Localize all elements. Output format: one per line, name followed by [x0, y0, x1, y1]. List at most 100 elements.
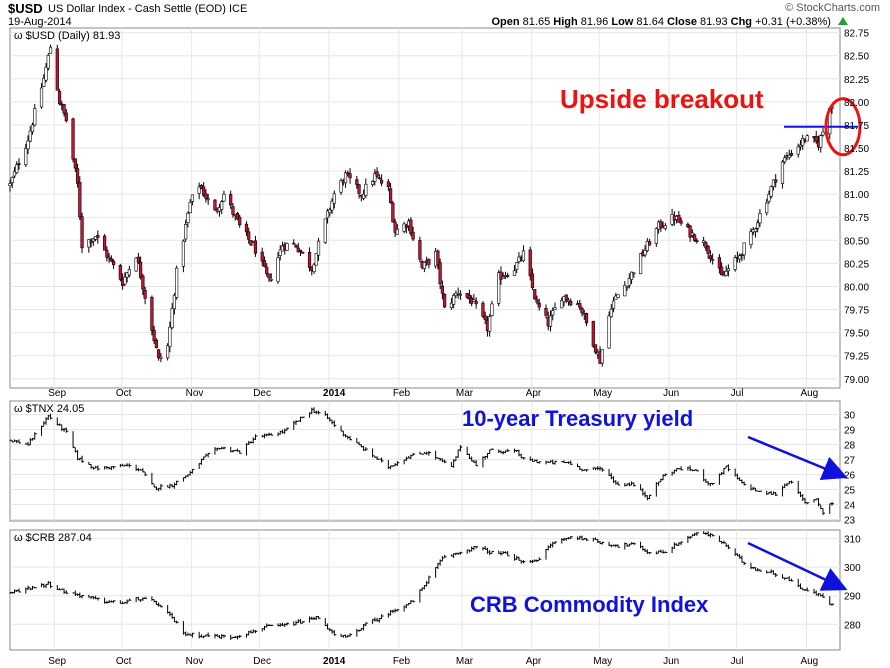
- candle-body: [127, 269, 131, 276]
- candle-body: [409, 219, 413, 234]
- candle-body: [645, 241, 649, 252]
- y-tick-label: 79.50: [844, 329, 869, 340]
- candle-body: [765, 202, 769, 214]
- candle-body: [314, 253, 318, 266]
- y-tick-label: 300: [844, 563, 861, 574]
- y-tick-label: 290: [844, 592, 861, 603]
- candle-body: [55, 48, 59, 91]
- candle-body: [109, 258, 113, 262]
- chart-date: 19-Aug-2014: [8, 16, 72, 28]
- candle-body: [724, 270, 728, 276]
- candle-body: [168, 326, 172, 347]
- candle-body: [57, 91, 62, 105]
- candle-body: [197, 186, 201, 194]
- candle-body: [753, 228, 758, 232]
- crb-panel: [9, 529, 841, 651]
- candle-body: [756, 222, 760, 229]
- candle-body: [481, 302, 485, 317]
- candle-body: [483, 315, 487, 320]
- candle-body: [24, 147, 28, 166]
- candle-body: [548, 315, 553, 327]
- candle-body: [150, 297, 154, 331]
- candle-body: [720, 266, 724, 276]
- y-tick-label: 26: [844, 471, 856, 482]
- candle-body: [73, 158, 77, 169]
- candle-body: [96, 234, 100, 238]
- candle-body: [343, 172, 348, 184]
- candle-body: [521, 250, 526, 262]
- instrument-name: US Dollar Index - Cash Settle (EOD) ICE: [48, 3, 248, 15]
- y-tick-label: 30: [844, 411, 856, 422]
- candle-body: [443, 293, 447, 308]
- candle-body: [15, 164, 19, 174]
- candle-body: [80, 216, 84, 249]
- y-tick-label: 79.00: [844, 375, 869, 386]
- candle-body: [580, 307, 584, 314]
- candle-body: [611, 300, 616, 309]
- candle-body: [292, 242, 296, 245]
- candle-body: [625, 286, 629, 288]
- candle-body: [629, 271, 634, 280]
- candle-body: [17, 163, 21, 165]
- candle-body: [123, 276, 127, 285]
- x-tick-label: Jun: [663, 656, 679, 667]
- candle-body: [136, 256, 140, 263]
- candle-body: [654, 228, 658, 244]
- candle-body: [159, 356, 163, 359]
- candle-body: [789, 153, 794, 156]
- candle-body: [231, 206, 235, 215]
- candle-body: [170, 308, 174, 328]
- candle-body: [706, 245, 710, 254]
- candle-body: [361, 193, 366, 199]
- x-tick-label: Aug: [800, 388, 818, 399]
- y-tick-label: 79.75: [844, 306, 869, 317]
- candle-body: [440, 285, 444, 294]
- candle-body: [294, 244, 298, 248]
- x-tick-label: Jul: [731, 388, 744, 399]
- y-tick-label: 24: [844, 501, 856, 512]
- candle-body: [805, 135, 809, 142]
- candle-body: [659, 221, 663, 229]
- x-tick-label: Dec: [253, 388, 271, 399]
- candle-body: [377, 177, 381, 180]
- candle-body: [391, 202, 395, 223]
- candle-body: [44, 66, 48, 81]
- treasury-trend-arrow: [747, 435, 848, 480]
- candle-body: [537, 302, 541, 308]
- candle-body: [71, 118, 75, 160]
- candle-body: [787, 154, 791, 158]
- candle-body: [456, 292, 460, 295]
- candle-body: [767, 194, 771, 202]
- y-tick-label: 310: [844, 535, 861, 546]
- candle-body: [78, 181, 82, 218]
- candle-body: [229, 194, 233, 206]
- candle-body: [663, 225, 667, 230]
- candle-body: [388, 188, 393, 203]
- candle-body: [593, 344, 598, 353]
- candle-body: [738, 255, 742, 260]
- candle-body: [452, 294, 456, 305]
- y-tick-label: 80.00: [844, 282, 869, 293]
- x-tick-label: Oct: [116, 388, 132, 399]
- candle-body: [742, 242, 746, 256]
- candle-body: [506, 275, 510, 277]
- y-tick-label: 80.50: [844, 236, 869, 247]
- y-tick-label: 81.75: [844, 121, 869, 132]
- y-tick-label: 81.50: [844, 144, 869, 155]
- candle-body: [276, 257, 280, 282]
- breakout-circle: [824, 97, 862, 157]
- candle-body: [569, 301, 573, 306]
- candle-body: [323, 218, 327, 243]
- candle-body: [190, 194, 195, 202]
- candle-body: [213, 199, 217, 211]
- panel-frame: [9, 27, 841, 389]
- crb-index-label: CRB Commodity Index: [470, 592, 709, 617]
- candle-body: [357, 184, 361, 194]
- x-tick-label: Apr: [526, 656, 542, 667]
- y-tick-label: 81.25: [844, 167, 869, 178]
- candle-body: [253, 240, 258, 254]
- candle-body: [175, 267, 179, 298]
- x-tick-label: Jun: [663, 388, 679, 399]
- y-tick-label: 280: [844, 620, 861, 631]
- candle-body: [33, 108, 37, 126]
